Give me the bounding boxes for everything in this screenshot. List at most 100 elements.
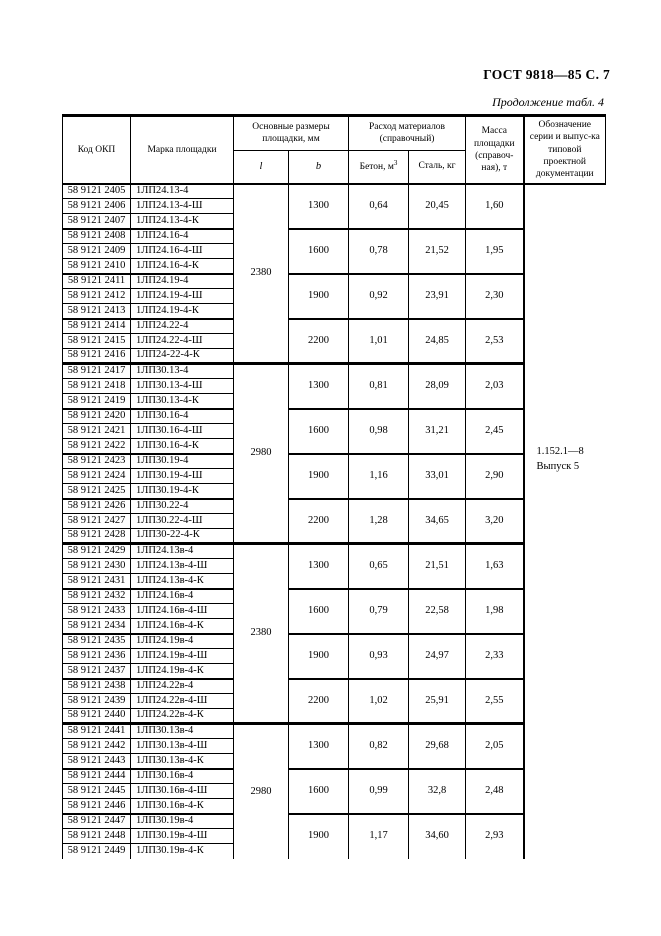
okp-code-cell: 58 9121 2437	[62, 663, 131, 679]
table-row: 58 9121 2432 1ЛП24.16в-4 1600 0,79 22,58 1,98	[62, 587, 606, 634]
okp-code-cell: 58 9121 2426	[62, 497, 131, 514]
width-b-cell: 1900	[287, 632, 349, 679]
width-b-cell: 1600	[287, 587, 349, 634]
mark-cell: 1ЛП24.16в-4-К	[130, 618, 234, 634]
table-row: 58 9121 2412 1ЛП24.19-4-Ш	[62, 288, 606, 304]
width-b-cell: 2200	[287, 497, 349, 544]
table-row: 58 9121 2448 1ЛП30.19в-4-Ш	[62, 828, 606, 844]
mark-cell: 1ЛП30.13в-4	[130, 722, 234, 739]
table-row: 58 9121 2439 1ЛП24.22в-4-Ш	[62, 693, 606, 709]
mark-cell: 1ЛП24.13-4-К	[130, 213, 234, 229]
table-row: 58 9121 2447 1ЛП30.19в-4 1900 1,17 34,60 2,93	[62, 812, 606, 859]
okp-code-cell: 58 9121 2444	[62, 767, 131, 784]
mark-cell: 1ЛП30.19-4-К	[130, 483, 234, 499]
steel-cell: 21,51	[408, 542, 466, 589]
steel-cell: 24,97	[408, 632, 466, 679]
steel-cell: 33,01	[408, 452, 466, 499]
okp-code-cell: 58 9121 2414	[62, 317, 131, 334]
table-row: 58 9121 2424 1ЛП30.19-4-Ш	[62, 468, 606, 484]
okp-code-cell: 58 9121 2423	[62, 452, 131, 469]
col-header-concrete: Бетон, м3	[348, 149, 409, 184]
mark-cell: 1ЛП24.13в-4	[130, 542, 234, 559]
okp-code-cell: 58 9121 2429	[62, 542, 131, 559]
table-continuation-caption: Продолжение табл. 4	[492, 95, 604, 109]
width-b-cell: 1300	[287, 182, 349, 229]
okp-code-cell: 58 9121 2412	[62, 288, 131, 304]
width-b-cell: 1900	[287, 272, 349, 319]
col-header-main-dimensions: Основные размеры площадки, мм	[232, 115, 349, 151]
steel-cell: 32,8	[408, 767, 466, 814]
table-row: 58 9121 2417 1ЛП30.13-4 2980 1300 0,81 28,09 2…	[62, 362, 606, 544]
table-row: 58 9121 2446 1ЛП30.16в-4-К	[62, 798, 606, 814]
concrete-cell: 0,64	[348, 182, 409, 229]
col-header-mark: Марка площадки	[130, 114, 234, 184]
concrete-cell: 1,16	[348, 452, 409, 499]
table-body: 58 9121 2405 1ЛП24.13-4 2380 1300 0,64 20,45 1…	[62, 182, 606, 859]
steel-cell: 34,65	[408, 497, 466, 544]
mark-cell: 1ЛП24.22в-4	[130, 677, 234, 694]
steel-cell: 24,85	[408, 317, 466, 364]
mark-cell: 1ЛП30.19в-4-Ш	[130, 828, 234, 844]
mark-cell: 1ЛП24.19в-4-Ш	[130, 648, 234, 664]
mark-cell: 1ЛП30.13-4	[130, 362, 234, 379]
table-row: 58 9121 2427 1ЛП30.22-4-Ш	[62, 513, 606, 529]
width-b-cell: 1600	[287, 767, 349, 814]
okp-code-cell: 58 9121 2439	[62, 693, 131, 709]
mark-cell: 1ЛП24.16в-4	[130, 587, 234, 604]
okp-code-cell: 58 9121 2430	[62, 558, 131, 574]
table-row: 58 9121 2413 1ЛП24.19-4-К	[62, 303, 606, 319]
okp-code-cell: 58 9121 2432	[62, 587, 131, 604]
mark-cell: 1ЛП30.22-4-Ш	[130, 513, 234, 529]
okp-code-cell: 58 9121 2421	[62, 423, 131, 439]
mass-cell: 1,63	[465, 542, 524, 589]
mark-cell: 1ЛП24.19в-4-К	[130, 663, 234, 679]
table-row: 58 9121 2416 1ЛП24-22-4-К	[62, 348, 606, 364]
mass-cell: 1,95	[465, 227, 524, 274]
okp-code-cell: 58 9121 2422	[62, 438, 131, 454]
mass-cell: 2,93	[465, 812, 524, 859]
steel-cell: 21,52	[408, 227, 466, 274]
mark-cell: 1ЛП24.19в-4	[130, 632, 234, 649]
mark-cell: 1ЛП30.19-4-Ш	[130, 468, 234, 484]
okp-code-cell: 58 9121 2434	[62, 618, 131, 634]
table-row: 58 9121 2440 1ЛП24.22в-4-К	[62, 708, 606, 724]
mark-cell: 1ЛП24-22-4-К	[130, 348, 234, 364]
okp-code-cell: 58 9121 2433	[62, 603, 131, 619]
mark-cell: 1ЛП30.13в-4-К	[130, 753, 234, 769]
width-b-cell: 1300	[287, 722, 349, 769]
table-row: 58 9121 2425 1ЛП30.19-4-К	[62, 483, 606, 499]
col-header-mass: Масса площадки (справоч-ная), т	[465, 114, 524, 184]
width-b-cell: 2200	[287, 677, 349, 724]
mass-cell: 2,55	[465, 677, 524, 724]
mark-cell: 1ЛП30.16в-4	[130, 767, 234, 784]
table-row: 58 9121 2436 1ЛП24.19в-4-Ш	[62, 648, 606, 664]
table-row: 58 9121 2449 1ЛП30.19в-4-К	[62, 843, 606, 859]
table-row: 58 9121 2434 1ЛП24.16в-4-К	[62, 618, 606, 634]
concrete-cell: 1,02	[348, 677, 409, 724]
col-header-width-b: b	[287, 149, 349, 184]
width-b-cell: 1900	[287, 812, 349, 859]
table-row: 58 9121 2426 1ЛП30.22-4 2200 1,28 34,65 3,20	[62, 497, 606, 544]
okp-code-cell: 58 9121 2417	[62, 362, 131, 379]
mark-cell: 1ЛП30.16в-4-Ш	[130, 783, 234, 799]
okp-code-cell: 58 9121 2424	[62, 468, 131, 484]
okp-code-cell: 58 9121 2411	[62, 272, 131, 289]
mass-cell: 2,53	[465, 317, 524, 364]
width-b-cell: 1300	[287, 542, 349, 589]
okp-code-cell: 58 9121 2428	[62, 528, 131, 544]
concrete-cell: 0,81	[348, 362, 409, 409]
table-row: 58 9121 2410 1ЛП24.16-4-К	[62, 258, 606, 274]
mark-cell: 1ЛП30.13-4-Ш	[130, 378, 234, 394]
concrete-cell: 0,92	[348, 272, 409, 319]
table-row: 58 9121 2445 1ЛП30.16в-4-Ш	[62, 783, 606, 799]
mark-cell: 1ЛП30.19в-4	[130, 812, 234, 829]
concrete-cell: 1,17	[348, 812, 409, 859]
mark-cell: 1ЛП30.13-4-К	[130, 393, 234, 409]
mark-cell: 1ЛП24.22в-4-К	[130, 708, 234, 724]
steel-cell: 34,60	[408, 812, 466, 859]
mass-cell: 1,98	[465, 587, 524, 634]
concrete-cell: 0,79	[348, 587, 409, 634]
okp-code-cell: 58 9121 2438	[62, 677, 131, 694]
table-row: 58 9121 2419 1ЛП30.13-4-К	[62, 393, 606, 409]
table-row: 58 9121 2435 1ЛП24.19в-4 1900 0,93 24,97 2,33	[62, 632, 606, 679]
